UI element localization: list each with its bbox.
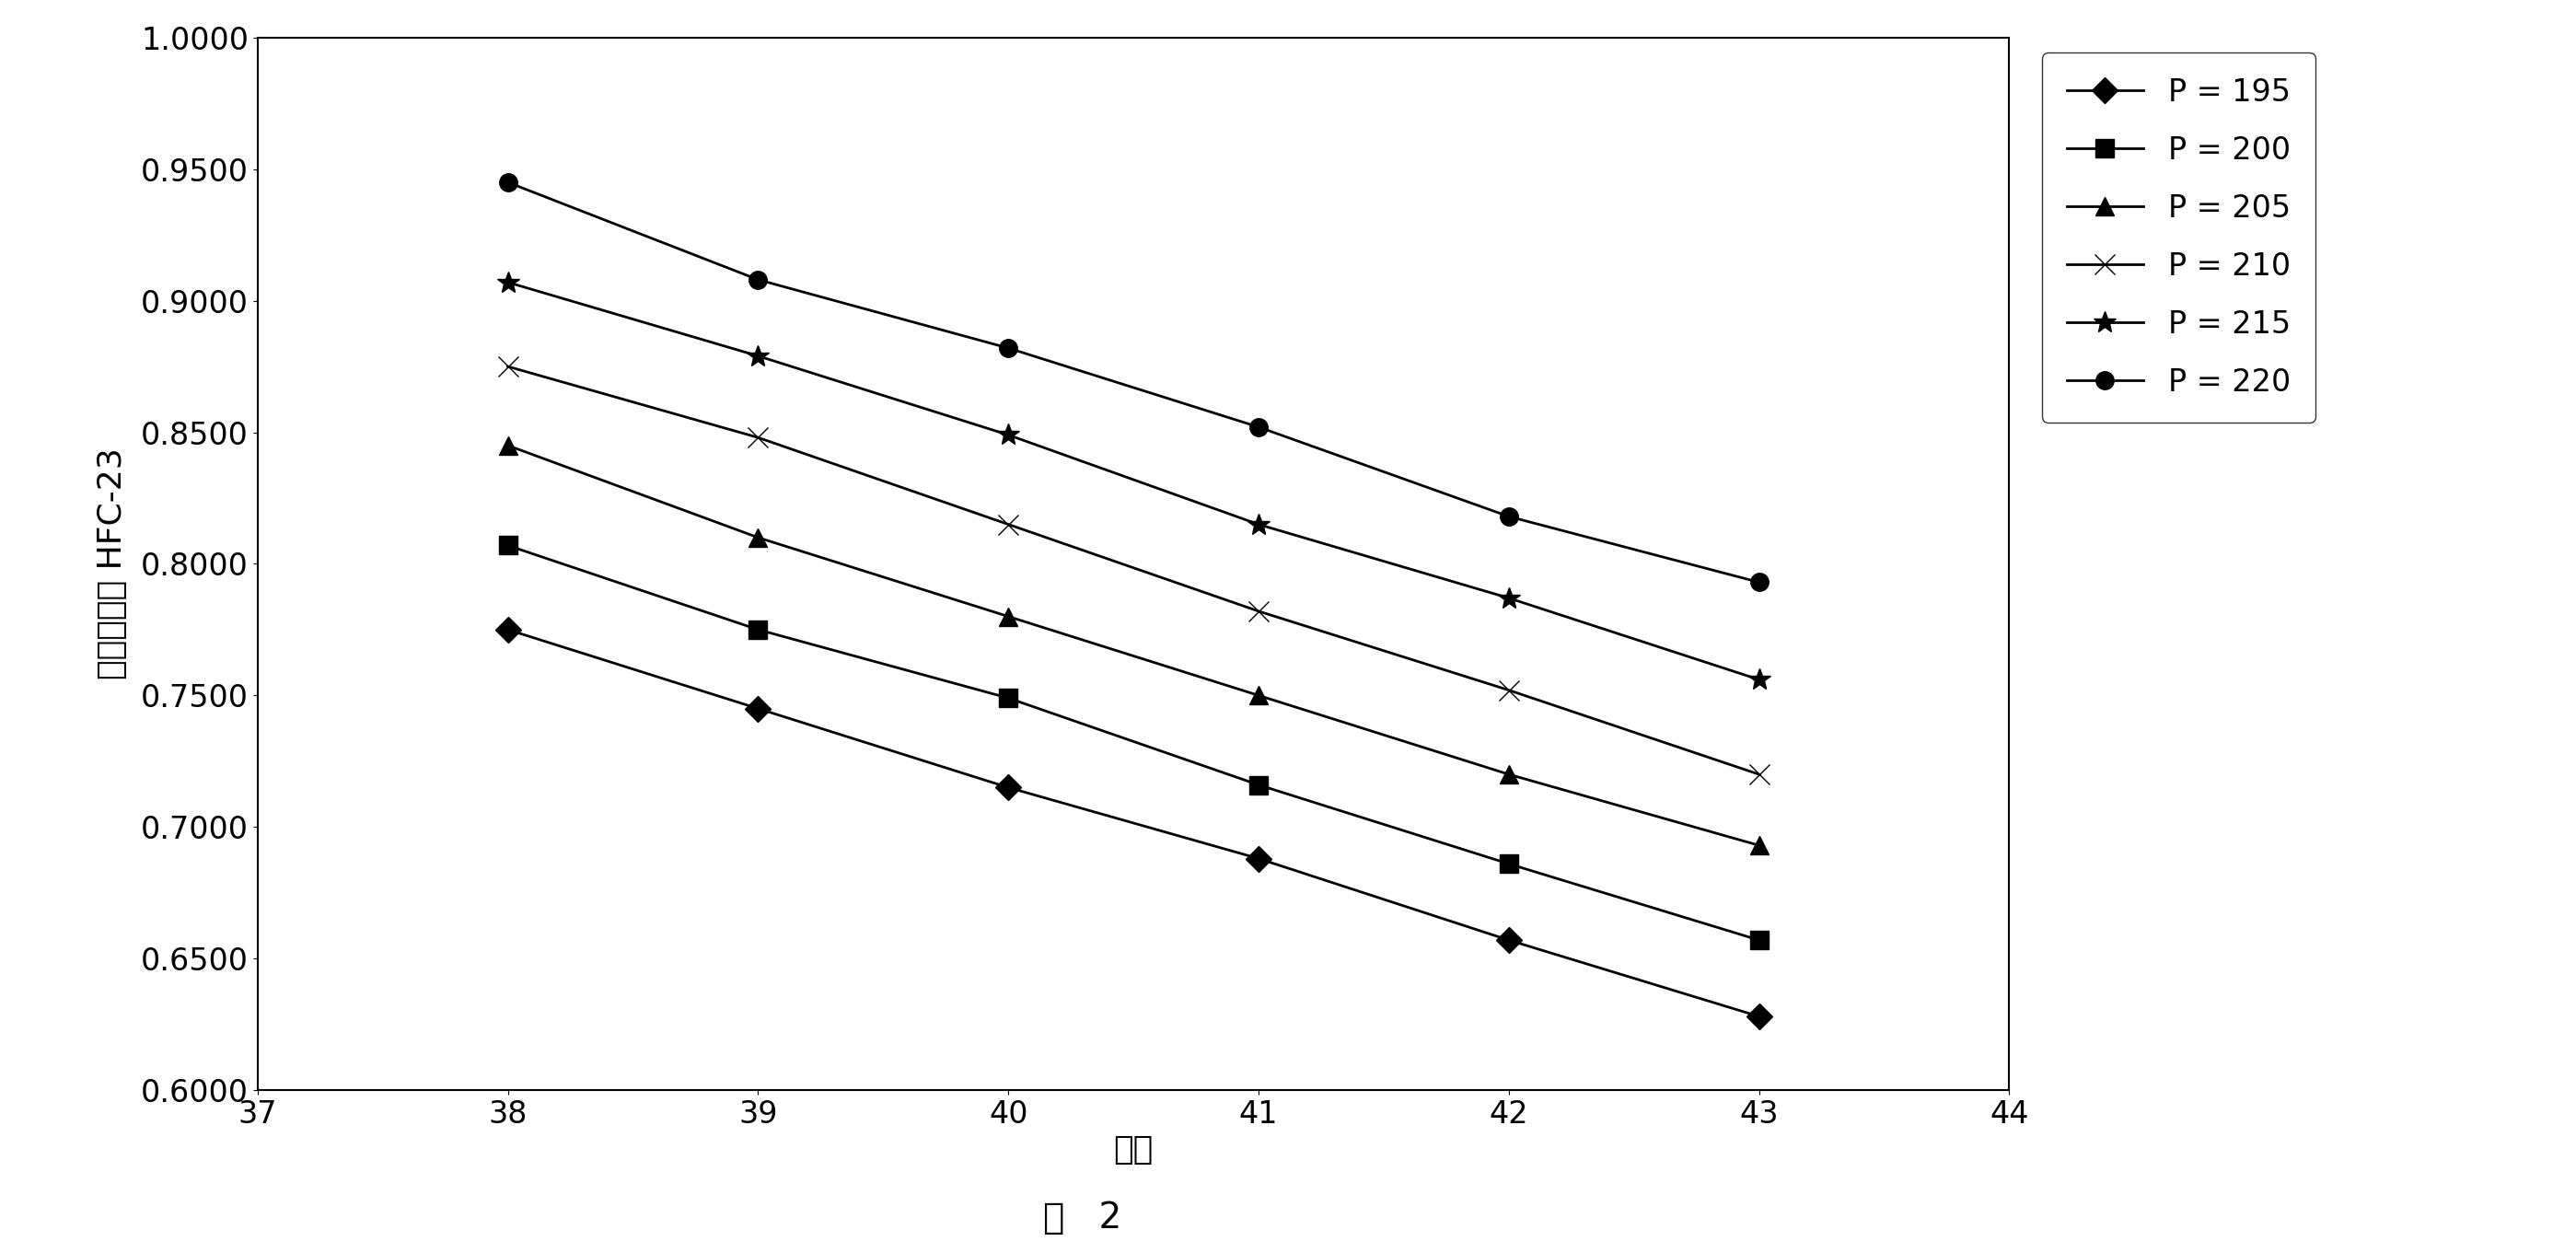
Legend: P = 195, P = 200, P = 205, P = 210, P = 215, P = 220: P = 195, P = 200, P = 205, P = 210, P = … — [2043, 53, 2316, 422]
P = 215 — [992, 427, 1023, 442]
P = 205 — [492, 439, 523, 454]
P = 195 — [1744, 1009, 1775, 1024]
P = 195 — [1494, 932, 1525, 947]
P = 195 — [742, 702, 773, 717]
P = 205 — [742, 530, 773, 545]
P = 205 — [1744, 838, 1775, 853]
Line: P = 195: P = 195 — [500, 620, 1767, 1025]
P = 200 — [1244, 777, 1275, 792]
P = 205 — [992, 609, 1023, 624]
Line: P = 210: P = 210 — [497, 356, 1770, 784]
P = 200 — [492, 538, 523, 553]
P = 220 — [1744, 575, 1775, 590]
P = 210 — [1244, 604, 1275, 619]
P = 220 — [492, 175, 523, 190]
P = 200 — [742, 623, 773, 637]
P = 220 — [1244, 420, 1275, 435]
Line: P = 200: P = 200 — [500, 536, 1767, 949]
P = 220 — [742, 272, 773, 287]
Line: P = 205: P = 205 — [500, 436, 1767, 855]
P = 215 — [1244, 517, 1275, 533]
Y-axis label: 重量百分比 HFC-23: 重量百分比 HFC-23 — [98, 449, 129, 679]
P = 215 — [1494, 590, 1525, 605]
P = 210 — [492, 358, 523, 373]
Line: P = 220: P = 220 — [500, 173, 1767, 591]
P = 195 — [992, 781, 1023, 796]
Text: 图   2: 图 2 — [1043, 1200, 1121, 1235]
P = 195 — [492, 623, 523, 637]
P = 210 — [992, 517, 1023, 533]
P = 215 — [492, 274, 523, 289]
P = 200 — [992, 690, 1023, 705]
Line: P = 215: P = 215 — [497, 271, 1770, 692]
P = 220 — [1494, 509, 1525, 524]
P = 210 — [1494, 683, 1525, 698]
P = 210 — [1744, 767, 1775, 782]
P = 210 — [742, 430, 773, 445]
P = 200 — [1494, 856, 1525, 871]
P = 220 — [992, 341, 1023, 356]
P = 205 — [1244, 688, 1275, 703]
P = 205 — [1494, 767, 1525, 782]
P = 215 — [1744, 672, 1775, 687]
P = 200 — [1744, 932, 1775, 947]
X-axis label: 温度: 温度 — [1113, 1134, 1154, 1165]
P = 215 — [742, 348, 773, 363]
P = 195 — [1244, 851, 1275, 866]
